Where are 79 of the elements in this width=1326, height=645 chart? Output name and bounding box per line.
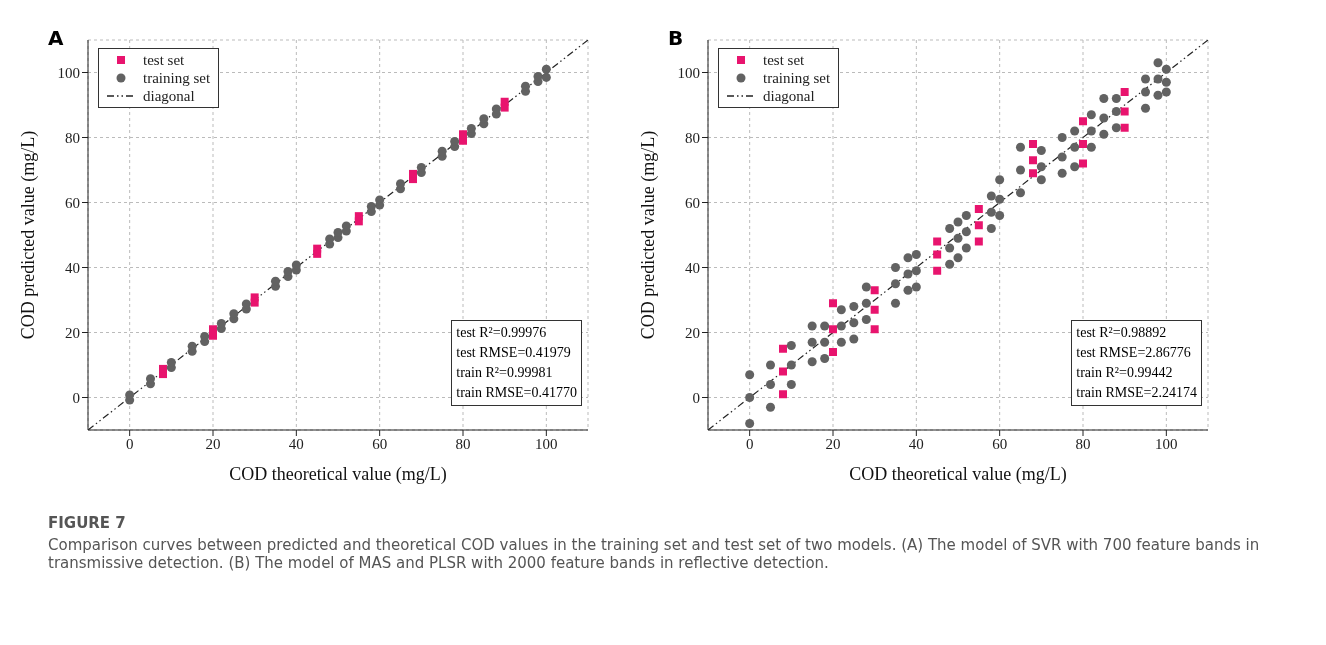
x-tick-label: 20: [205, 435, 221, 452]
y-tick-label: 80: [65, 129, 80, 146]
y-tick-label: 0: [692, 389, 700, 406]
x-tick-label: 80: [1075, 435, 1091, 452]
x-tick-label: 60: [992, 435, 1008, 452]
point: [500, 97, 509, 106]
point: [829, 325, 837, 334]
y-tick-label: 60: [685, 194, 700, 211]
x-axis-title: COD theoretical value (mg/L): [229, 464, 447, 485]
annotation: test R²=0.98892: [1076, 324, 1168, 342]
y-tick-label: 40: [65, 259, 80, 276]
point: [974, 205, 983, 213]
annotation: train RMSE=0.41770: [456, 384, 577, 402]
text: Comparison curves between predicted and theoretical COD values in the training set and test set of two models. (A) The model of SVR with 700 feature bands in transmissive detection. (B) The model of MAS and PLSR with 2000 feature bands in reflective detection.: [48, 536, 1261, 572]
legend-label: test set: [143, 51, 185, 69]
point: [1029, 156, 1037, 165]
point: [250, 293, 259, 302]
point: [1029, 169, 1037, 178]
point: [1079, 117, 1087, 126]
point: [541, 72, 551, 82]
x-tick-label: 0: [745, 435, 754, 452]
legend-label: diagonal: [143, 87, 195, 105]
point: [933, 266, 942, 275]
point: [829, 299, 837, 308]
point: [779, 367, 787, 376]
y-tick-label: 40: [685, 259, 700, 276]
point: [870, 325, 879, 334]
point: [933, 250, 942, 259]
y-tick-label: 20: [685, 324, 700, 341]
point: [541, 64, 551, 74]
point: [870, 286, 879, 295]
x-tick-label: 40: [908, 435, 924, 452]
point: [1079, 140, 1087, 148]
point: [1029, 140, 1037, 148]
chart-title: B: [668, 26, 684, 50]
annotation: train R²=0.99981: [456, 364, 554, 382]
point: [1079, 159, 1087, 168]
point: [933, 237, 942, 246]
point: [354, 212, 363, 221]
point: [1120, 107, 1129, 116]
y-tick-label: 80: [685, 129, 700, 146]
point: [533, 71, 543, 81]
x-tick-label: 60: [372, 435, 388, 452]
legend-label: test set: [763, 51, 805, 69]
x-axis-title: COD theoretical value (mg/L): [849, 464, 1067, 485]
y-axis-title: COD predicted value (mg/L): [18, 130, 40, 340]
point: [333, 227, 343, 237]
y-tick-label: 100: [677, 64, 700, 81]
y-tick-label: 60: [65, 194, 80, 211]
point: [974, 237, 983, 246]
chart-title: A: [48, 26, 64, 50]
point: [829, 348, 837, 356]
y-axis-title: COD predicted value (mg/L): [638, 130, 660, 340]
y-tick-label: 100: [57, 64, 80, 81]
x-tick-label: 100: [1155, 435, 1178, 452]
annotation: train RMSE=2.24174: [1076, 384, 1197, 402]
point: [779, 344, 787, 353]
point: [779, 390, 787, 399]
legend-label: training set: [143, 69, 211, 87]
y-tick-label: 0: [72, 389, 80, 406]
annotation: test RMSE=0.41979: [456, 344, 572, 362]
point: [283, 266, 293, 276]
x-tick-label: 100: [535, 435, 558, 452]
x-tick-label: 0: [125, 435, 134, 452]
point: [974, 221, 983, 230]
legend-label: training set: [763, 69, 831, 87]
point: [1120, 88, 1129, 96]
point: [1120, 123, 1129, 132]
caption: FIGURE 7: [48, 514, 127, 532]
legend-label: diagonal: [763, 87, 815, 105]
x-tick-label: 40: [288, 435, 304, 452]
annotation: test R²=0.99976: [456, 324, 548, 342]
x-tick-label: 20: [825, 435, 841, 452]
annotation: train R²=0.99442: [1076, 364, 1174, 382]
point: [313, 244, 322, 253]
point: [870, 305, 879, 314]
x-tick-label: 80: [455, 435, 471, 452]
y-tick-label: 20: [65, 324, 80, 341]
annotation: test RMSE=2.86776: [1076, 344, 1192, 362]
